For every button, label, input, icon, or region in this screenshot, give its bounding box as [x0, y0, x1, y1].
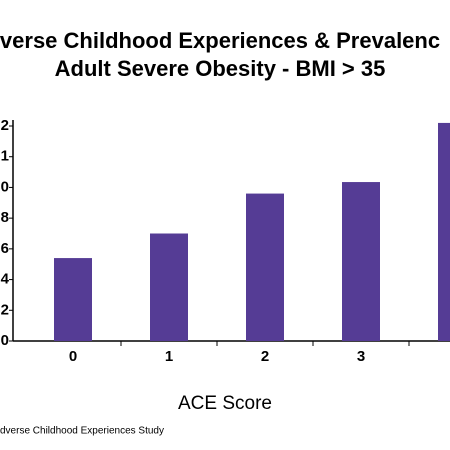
source-note: dverse Childhood Experiences Study	[0, 426, 164, 437]
bar	[54, 258, 92, 341]
x-tick-label: 3	[357, 348, 365, 365]
y-tick-label: 2	[1, 301, 9, 318]
y-tick-label: 4	[1, 271, 10, 288]
y-tick-label: 8	[1, 209, 9, 226]
y-tick-label: 1	[1, 148, 9, 165]
y-tick-label: 6	[1, 240, 9, 257]
bar	[150, 233, 188, 341]
y-tick-label: 0	[1, 332, 9, 349]
x-axis-label: ACE Score	[178, 393, 272, 414]
bar	[342, 182, 380, 341]
y-tick-label: 0	[1, 178, 9, 195]
x-tick-label: 0	[69, 348, 77, 365]
x-tick-label: 2	[261, 348, 269, 365]
x-tick-label: 1	[165, 348, 173, 365]
chart-title: Adult Severe Obesity - BMI > 35	[55, 56, 386, 81]
bar	[246, 193, 284, 341]
chart-title: verse Childhood Experiences & Prevalenc	[0, 28, 440, 53]
bar	[438, 122, 450, 341]
y-tick-label: 2	[1, 117, 9, 134]
